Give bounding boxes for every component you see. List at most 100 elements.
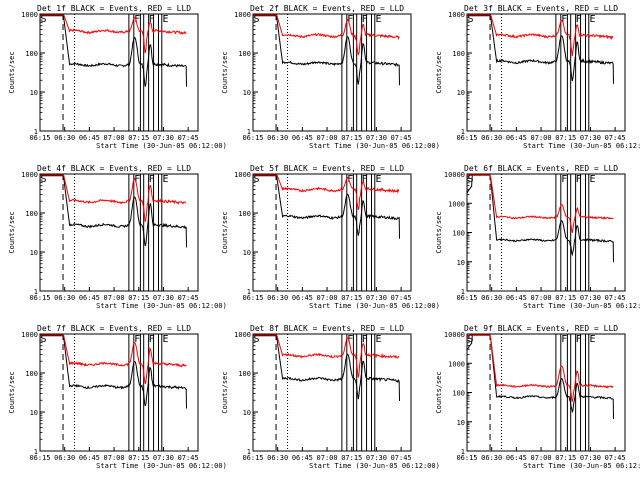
region-marker-label: F [149,174,155,185]
x-tick-label: 06:30 [481,294,502,302]
region-marker-label: S [467,334,473,345]
y-axis-label: Counts/sec [8,51,16,93]
x-tick-label: 07:30 [153,294,174,302]
x-tick-label: 07:30 [580,134,601,142]
lld-series-line [253,14,400,56]
region-marker-label: F [576,174,582,185]
x-tick-label: 06:45 [292,134,313,142]
x-tick-label: 06:30 [481,454,502,462]
y-tick-label: 10 [30,89,38,97]
y-tick-label: 10 [243,409,251,417]
y-tick-label: 100 [452,390,465,398]
y-tick-label: 100 [25,370,38,378]
events-series-line [467,13,614,84]
plot-frame [252,173,412,292]
region-marker-label: F [561,334,567,345]
region-marker-label: S [467,14,473,25]
x-axis-label: Start Time (30-Jun-05 06:12:00) [309,142,440,150]
region-marker-label: S [253,174,259,185]
plot-frame [252,333,412,452]
lld-series-line [466,334,614,402]
chart-panel: Det 1f BLACK = Events, RED = LLD 1 10 100 10… [8,4,227,150]
x-tick-label: 06:45 [79,454,100,462]
plot-frame [252,13,412,132]
region-marker-label: F [149,334,155,345]
x-tick-label: 07:15 [128,454,149,462]
y-tick-label: 10 [457,259,465,267]
x-tick-label: 07:45 [605,134,626,142]
lld-series-line [253,334,400,378]
y-tick-label: 1000 [21,171,38,179]
chart-panel: Det 5f BLACK = Events, RED = LLD 1 10 100 10… [221,164,440,310]
x-tick-label: 06:15 [29,134,50,142]
y-axis-label: Counts/sec [8,211,16,253]
x-tick-label: 06:15 [456,454,477,462]
x-tick-label: 06:45 [506,134,527,142]
region-marker-label: E [589,14,595,25]
y-axis-label: Counts/sec [435,51,443,93]
x-tick-label: 06:30 [267,454,288,462]
y-axis-label: Counts/sec [221,211,229,253]
x-tick-label: 07:30 [153,454,174,462]
x-axis-label: Start Time (30-Jun-05 06:12:00) [523,302,640,310]
chart-panel: Det 8f BLACK = Events, RED = LLD 1 10 100 10… [221,324,440,470]
chart-title: Det 3f BLACK = Events, RED = LLD [464,4,618,13]
x-tick-label: 07:30 [366,454,387,462]
x-tick-label: 07:00 [104,134,125,142]
y-tick-label: 1000 [21,331,38,339]
x-tick-label: 07:00 [531,454,552,462]
x-tick-label: 06:45 [79,294,100,302]
x-tick-label: 07:15 [341,134,362,142]
chart-title: Det 5f BLACK = Events, RED = LLD [250,164,404,173]
x-tick-label: 07:15 [555,134,576,142]
region-marker-label: F [134,174,140,185]
y-tick-label: 100 [452,230,465,238]
x-tick-label: 06:45 [506,294,527,302]
events-series-line [466,334,614,420]
x-tick-label: 06:30 [54,454,75,462]
region-marker-label: E [375,174,381,185]
lld-series-line [467,14,614,57]
y-tick-label: 1 [461,288,465,296]
chart-title: Det 4f BLACK = Events, RED = LLD [37,164,191,173]
y-tick-label: 100 [452,50,465,58]
y-tick-label: 100 [25,210,38,218]
x-axis-label: Start Time (30-Jun-05 06:12:00) [309,462,440,470]
y-tick-label: 1 [247,288,251,296]
region-marker-label: F [149,14,155,25]
y-tick-label: 1000 [234,171,251,179]
x-axis-label: Start Time (30-Jun-05 06:12:00) [523,462,640,470]
y-tick-label: 1 [247,128,251,136]
plot-frame [466,333,626,452]
chart-title: Det 2f BLACK = Events, RED = LLD [250,4,404,13]
y-axis-label: Counts/sec [435,211,443,253]
region-marker-label: F [561,14,567,25]
y-tick-label: 10 [243,89,251,97]
region-marker-label: F [134,334,140,345]
x-tick-label: 06:15 [456,294,477,302]
x-tick-label: 07:00 [104,454,125,462]
x-tick-label: 07:45 [391,454,412,462]
region-marker-label: S [467,174,473,185]
x-tick-label: 07:15 [128,294,149,302]
y-tick-label: 100 [238,370,251,378]
region-marker-label: F [134,14,140,25]
x-tick-label: 07:30 [366,294,387,302]
events-series-line [253,13,400,86]
y-tick-label: 100 [238,210,251,218]
y-tick-label: 100 [25,50,38,58]
events-series-line [253,333,400,402]
events-series-line [466,174,614,263]
plot-frame [466,13,626,132]
x-tick-label: 07:00 [531,294,552,302]
x-tick-label: 07:15 [128,134,149,142]
x-tick-label: 07:15 [341,294,362,302]
region-marker-label: E [589,334,595,345]
y-tick-label: 1 [461,128,465,136]
x-tick-label: 06:30 [481,134,502,142]
x-tick-label: 07:30 [580,294,601,302]
x-tick-label: 06:15 [29,454,50,462]
x-axis-label: Start Time (30-Jun-05 06:12:00) [96,142,227,150]
x-tick-label: 07:45 [391,294,412,302]
x-tick-label: 06:30 [54,294,75,302]
